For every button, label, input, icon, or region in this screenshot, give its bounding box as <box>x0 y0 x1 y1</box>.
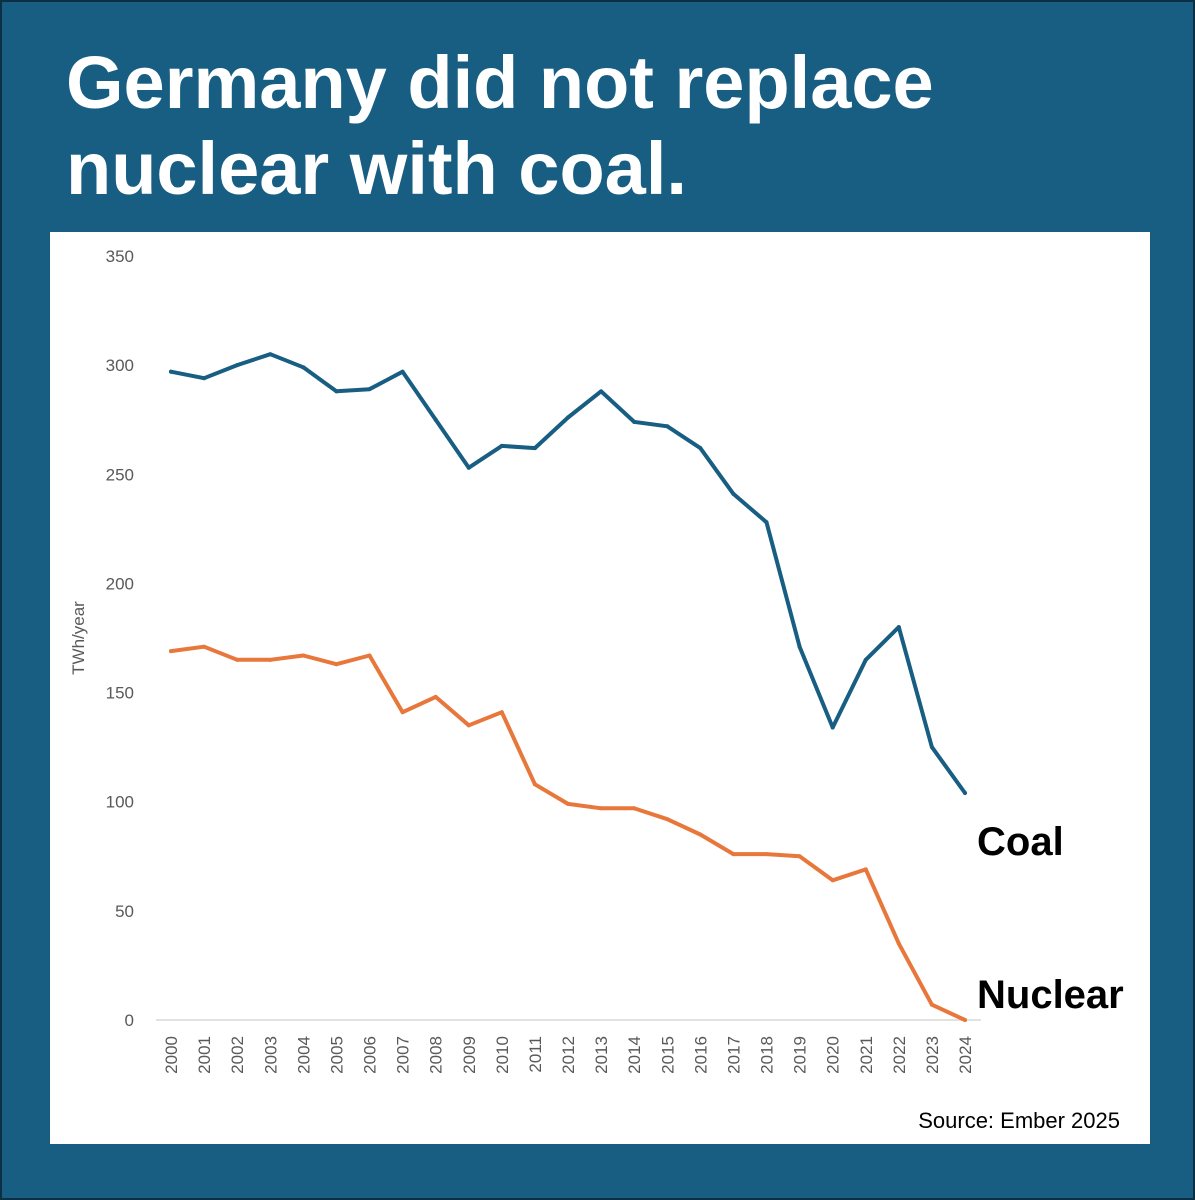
coal-point <box>268 352 273 357</box>
nuclear-point <box>334 662 339 667</box>
headline: Germany did not replace nuclear with coa… <box>66 41 934 210</box>
coal-point <box>764 520 769 525</box>
y-tick-label: 300 <box>106 356 134 375</box>
nuclear-point <box>566 801 570 806</box>
x-tick-label: 2010 <box>493 1036 512 1074</box>
y-tick-label: 100 <box>106 793 134 812</box>
nuclear-point <box>433 694 438 699</box>
y-tick-label: 350 <box>106 247 134 266</box>
source-note: Source: Ember 2025 <box>918 1108 1120 1133</box>
nuclear-point <box>896 941 901 946</box>
x-tick-label: 2016 <box>691 1036 710 1074</box>
x-tick-label: 2008 <box>427 1036 446 1074</box>
x-tick-label: 2005 <box>327 1036 346 1074</box>
x-tick-label: 2019 <box>791 1036 810 1074</box>
y-tick-label: 0 <box>125 1011 134 1030</box>
chart-panel: 0 50 100 150 200 250 300 350 2000 2001 2002 2003 20… <box>50 232 1150 1144</box>
coal-point <box>169 369 173 374</box>
coal-series-line <box>169 352 967 795</box>
coal-point <box>301 365 306 370</box>
coal-point <box>566 415 570 420</box>
coal-point <box>466 465 471 470</box>
x-tick-label: 2004 <box>294 1036 313 1074</box>
coal-point <box>797 644 802 649</box>
x-tick-label: 2024 <box>956 1036 975 1074</box>
nuclear-point <box>466 723 471 728</box>
x-tick-label: 2014 <box>625 1036 644 1074</box>
nuclear-point <box>301 653 306 658</box>
nuclear-point <box>400 710 405 715</box>
nuclear-point <box>731 852 736 857</box>
coal-point <box>698 446 703 451</box>
y-tick-label: 50 <box>115 902 134 921</box>
coal-point <box>599 389 604 394</box>
x-tick-label: 2007 <box>394 1036 413 1074</box>
x-axis-ticks: 2000 2001 2002 2003 2004 2005 2006 2007 2008 2009… <box>162 1036 975 1074</box>
nuclear-point <box>764 852 769 857</box>
y-tick-label: 250 <box>106 465 134 484</box>
nuclear-point <box>665 817 670 822</box>
x-tick-label: 2002 <box>228 1036 247 1074</box>
x-tick-label: 2003 <box>261 1036 280 1074</box>
nuclear-point <box>202 644 207 649</box>
coal-series-label: Coal <box>977 820 1064 864</box>
coal-point <box>896 625 901 630</box>
x-tick-label: 2015 <box>658 1036 677 1074</box>
nuclear-point <box>632 806 637 811</box>
series-layer <box>169 352 967 1022</box>
y-tick-label: 150 <box>106 684 134 703</box>
nuclear-point <box>698 832 703 837</box>
nuclear-series-label: Nuclear <box>977 973 1124 1017</box>
x-tick-label: 2017 <box>724 1036 743 1074</box>
nuclear-point <box>830 878 835 883</box>
coal-point <box>929 745 934 750</box>
coal-point <box>367 387 372 392</box>
nuclear-point <box>963 1018 967 1022</box>
y-axis-title: TWh/year <box>69 601 88 675</box>
coal-point <box>334 389 339 394</box>
x-tick-label: 2013 <box>592 1036 611 1074</box>
coal-point <box>202 376 207 381</box>
coal-point <box>532 446 537 451</box>
coal-point <box>433 417 438 422</box>
x-tick-label: 2022 <box>890 1036 909 1074</box>
nuclear-point <box>235 657 240 662</box>
x-tick-label: 2018 <box>758 1036 777 1074</box>
x-tick-label: 2011 <box>526 1036 545 1073</box>
coal-point <box>665 424 670 429</box>
coal-point <box>963 790 967 795</box>
series-labels: Coal Nuclear <box>977 820 1124 1017</box>
y-tick-label: 200 <box>106 574 134 593</box>
nuclear-point <box>367 653 372 658</box>
nuclear-point <box>499 710 504 715</box>
coal-point <box>632 419 637 424</box>
x-tick-label: 2012 <box>559 1036 578 1074</box>
nuclear-point <box>929 1002 934 1007</box>
nuclear-point <box>599 806 604 811</box>
x-tick-label: 2021 <box>857 1036 876 1074</box>
nuclear-point <box>797 854 802 859</box>
x-tick-label: 2023 <box>923 1036 942 1074</box>
coal-point <box>400 369 405 374</box>
nuclear-point <box>532 782 537 787</box>
x-tick-label: 2006 <box>361 1036 380 1074</box>
coal-point <box>499 443 504 448</box>
x-tick-label: 2009 <box>460 1036 479 1074</box>
x-tick-label: 2001 <box>195 1036 214 1074</box>
x-tick-label: 2020 <box>824 1036 843 1074</box>
nuclear-point <box>169 649 173 654</box>
coal-point <box>830 725 835 730</box>
coal-point <box>235 363 240 368</box>
y-axis-ticks: 0 50 100 150 200 250 300 350 <box>106 247 134 1030</box>
x-tick-label: 2000 <box>162 1036 181 1074</box>
coal-point <box>863 657 868 662</box>
coal-point <box>731 491 736 496</box>
nuclear-point <box>268 657 273 662</box>
nuclear-point <box>863 867 868 872</box>
